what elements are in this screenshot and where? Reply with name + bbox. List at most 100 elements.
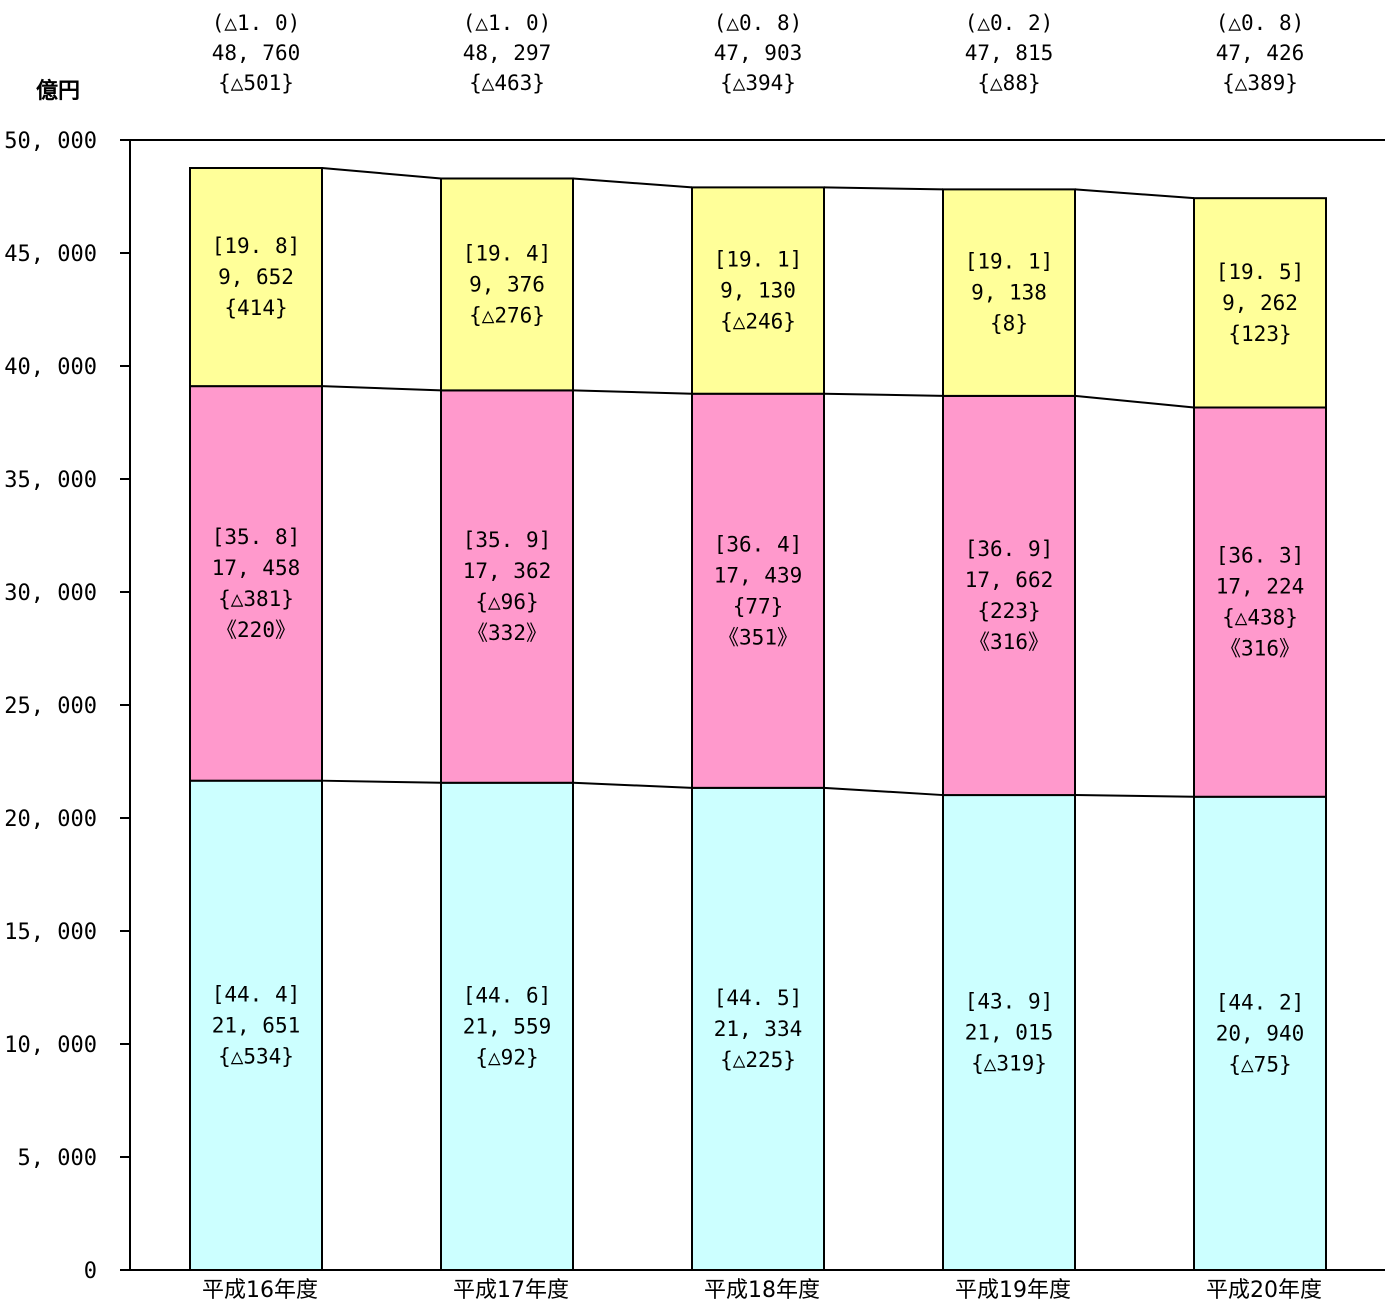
y-axis-unit-label: 億円 (36, 78, 80, 104)
series-connector-line (572, 177, 693, 189)
data-label: [36. 4] (714, 532, 803, 556)
x-category-label: 平成20年度 (1206, 1278, 1322, 1303)
data-label: 17, 458 (212, 556, 301, 580)
data-label: [36. 9] (965, 537, 1054, 561)
data-label: {△276} (469, 303, 545, 327)
total-label: 47, 903 (714, 41, 803, 65)
series-connector-line (321, 779, 442, 784)
bar-segment (942, 394, 1076, 797)
series-connector-line (572, 389, 693, 395)
x-category-label: 平成18年度 (704, 1278, 820, 1303)
bar-segment (691, 186, 825, 395)
data-label: [19. 5] (1216, 260, 1305, 284)
total-label: {△394} (720, 71, 796, 95)
data-label: {77} (733, 594, 784, 618)
bar-segment (440, 389, 574, 784)
data-label: [35. 9] (463, 528, 552, 552)
data-label: 9, 652 (218, 265, 294, 289)
data-label: [44. 6] (463, 983, 552, 1007)
data-label: 21, 334 (714, 1017, 803, 1041)
data-label: 《332》 (467, 621, 547, 645)
bar-segment (1193, 795, 1327, 1271)
y-tick-label: 25, 000 (4, 694, 97, 719)
data-label: {△225} (720, 1048, 796, 1072)
bar-segment (691, 786, 825, 1272)
data-label: 21, 559 (463, 1014, 552, 1038)
data-label: [19. 1] (965, 250, 1054, 274)
total-label: (△0. 8) (714, 11, 803, 35)
data-label: {△319} (971, 1052, 1047, 1076)
x-category-label: 平成19年度 (955, 1278, 1071, 1303)
data-label: {8} (990, 312, 1028, 336)
series-connector-line (321, 385, 442, 392)
series-connector-line (572, 781, 693, 789)
y-tick-label: 35, 000 (4, 468, 97, 493)
series-connector-line (321, 167, 442, 180)
data-label: [35. 8] (212, 525, 301, 549)
data-label: 17, 362 (463, 559, 552, 583)
data-label: [19. 4] (463, 241, 552, 265)
total-label: (△1. 0) (463, 11, 552, 35)
data-label: 《351》 (718, 625, 798, 649)
data-label: {△381} (218, 587, 294, 611)
data-label: 《316》 (969, 630, 1049, 654)
series-connector-line (823, 392, 944, 397)
bar-segment (189, 779, 323, 1271)
data-label: 17, 662 (965, 568, 1054, 592)
bar-segment (1193, 197, 1327, 409)
data-label: 9, 138 (971, 281, 1047, 305)
y-tick-label: 40, 000 (4, 355, 97, 380)
bar-segment (942, 188, 1076, 397)
data-label: {△246} (720, 310, 796, 334)
data-label: 17, 439 (714, 563, 803, 587)
data-label: {223} (977, 599, 1040, 623)
y-tick-label: 10, 000 (4, 1033, 97, 1058)
total-label: (△0. 8) (1216, 11, 1305, 35)
bar-segment (440, 781, 574, 1271)
bar-segment (189, 167, 323, 388)
series-connector-line (1074, 188, 1195, 200)
y-tick-label: 20, 000 (4, 807, 97, 832)
y-tick-label: 5, 000 (18, 1146, 97, 1171)
data-label: 20, 940 (1216, 1021, 1305, 1045)
data-label: {△534} (218, 1044, 294, 1068)
data-label: {414} (224, 296, 287, 320)
x-category-label: 平成16年度 (202, 1278, 318, 1303)
total-label: 48, 297 (463, 41, 552, 65)
data-label: {△438} (1222, 606, 1298, 630)
total-label: {△389} (1222, 71, 1298, 95)
total-label: 47, 426 (1216, 41, 1305, 65)
bar-segment (440, 177, 574, 392)
total-label: (△1. 0) (212, 11, 301, 35)
data-label: [43. 9] (965, 990, 1054, 1014)
total-label: 47, 815 (965, 41, 1054, 65)
data-label: [19. 1] (714, 248, 803, 272)
data-label: [19. 8] (212, 234, 301, 258)
series-connector-line (823, 186, 944, 191)
total-label: {△88} (977, 71, 1040, 95)
data-label: [36. 3] (1216, 544, 1305, 568)
data-label: {123} (1228, 322, 1291, 346)
total-label: {△463} (469, 71, 545, 95)
data-label: {△96} (475, 590, 538, 614)
total-label: (△0. 2) (965, 11, 1054, 35)
y-tick-label: 0 (84, 1259, 97, 1284)
y-tick-label: 45, 000 (4, 242, 97, 267)
data-label: 21, 015 (965, 1021, 1054, 1045)
data-label: 17, 224 (1216, 575, 1305, 599)
data-label: 《316》 (1220, 637, 1300, 661)
data-label: 21, 651 (212, 1013, 301, 1037)
series-connector-line (1074, 394, 1195, 409)
total-label: 48, 760 (212, 41, 301, 65)
data-label: {△92} (475, 1045, 538, 1069)
bar-segment (691, 392, 825, 789)
data-label: [44. 5] (714, 986, 803, 1010)
data-label: {△75} (1228, 1052, 1291, 1076)
series-connector-line (823, 786, 944, 797)
x-category-label: 平成17年度 (453, 1278, 569, 1303)
bar-segment (189, 385, 323, 782)
y-tick-label: 15, 000 (4, 920, 97, 945)
data-label: 9, 130 (720, 279, 796, 303)
y-tick-label: 30, 000 (4, 581, 97, 606)
